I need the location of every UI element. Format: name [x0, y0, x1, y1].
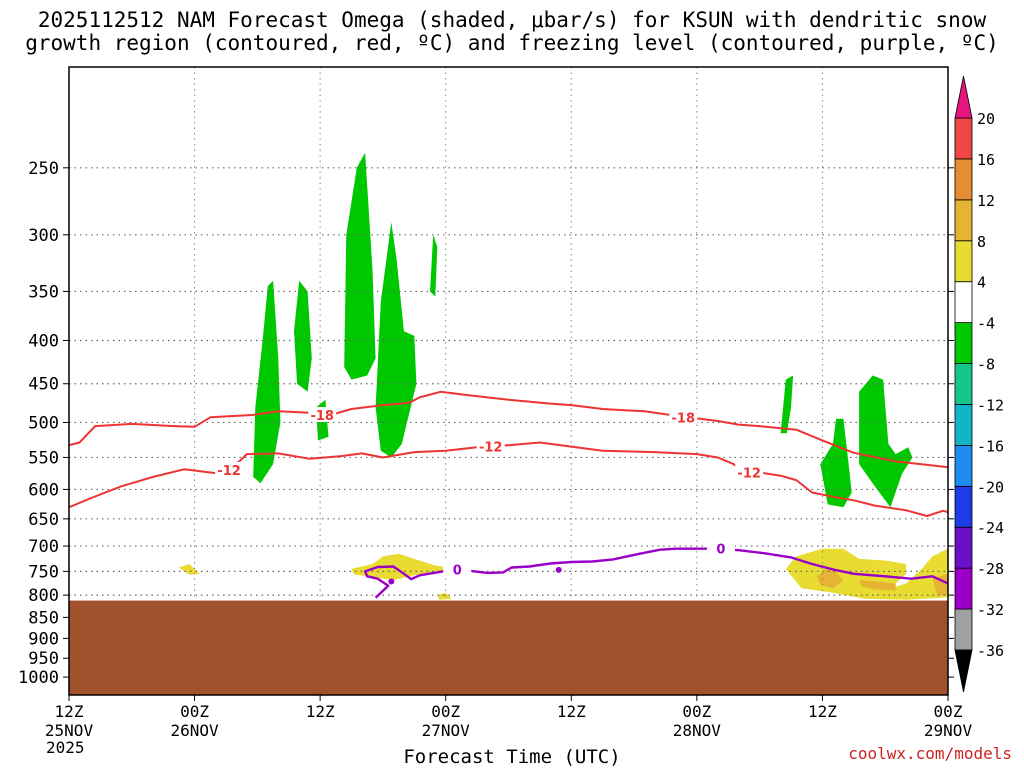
freezing-level-contour: [363, 547, 948, 599]
colorbar-box-11: [954, 158, 973, 201]
y-tick-label-700: 700: [28, 537, 59, 557]
colorbar-box-4: [954, 444, 973, 487]
contour-label-m18-a-bg: [308, 407, 337, 423]
colorbar-box-7: [954, 322, 973, 364]
y-tick-label-250: 250: [28, 159, 59, 179]
x-date-label-12: 26NOV: [170, 721, 219, 740]
y-tick-label-350: 350: [28, 282, 59, 302]
terrain-fill: [69, 600, 948, 695]
y-tick-label-300: 300: [28, 226, 59, 246]
x-tick-label-0: 12Z: [55, 702, 84, 721]
contour-label-freezing-b: 0: [716, 543, 725, 558]
y-tick-label-450: 450: [28, 375, 59, 395]
contour-label-m12-c-bg: [735, 464, 764, 480]
omega-region-7: [820, 418, 852, 508]
x-axis-title: Forecast Time (UTC): [403, 746, 621, 768]
colorbar-box-8: [954, 281, 973, 324]
omega-region-14: [859, 580, 896, 591]
colorbar-box-5: [954, 404, 973, 446]
contour-label-m12-b: -12: [479, 441, 503, 456]
y-tick-label-850: 850: [28, 608, 59, 628]
omega-region-9: [178, 564, 200, 575]
colorbar-label-7: -8: [977, 356, 995, 374]
x-axis-year-label: 2025: [46, 738, 85, 757]
x-date-label-0: 25NOV: [45, 721, 94, 740]
colorbar-label-2: -28: [977, 560, 1004, 578]
colorbar-box-9: [954, 240, 973, 283]
y-tick-label-1000: 1000: [18, 668, 59, 688]
colorbar-label-5: -16: [977, 437, 1004, 455]
colorbar-label-11: 12: [977, 192, 995, 210]
x-date-label-60: 28NOV: [673, 721, 722, 740]
colorbar-label-8: -4: [977, 315, 995, 333]
y-tick-label-650: 650: [28, 510, 59, 530]
y-tick-label-400: 400: [28, 331, 59, 351]
contour-label-m18-a: -18: [310, 409, 334, 424]
chart-title-line-1: 2025112512 NAM Forecast Omega (shaded, μ…: [37, 8, 987, 32]
colorbar-arrow-low: [954, 649, 973, 693]
omega-region-13: [817, 567, 844, 589]
x-tick-label-12: 00Z: [180, 702, 209, 721]
colorbar-label-12: 16: [977, 151, 995, 169]
colorbar-label-3: -24: [977, 519, 1004, 537]
x-tick-label-48: 12Z: [557, 702, 586, 721]
plot-frame: [68, 66, 949, 696]
colorbar-box-1: [954, 567, 973, 610]
colorbar-label-13: 20: [977, 110, 995, 128]
omega-region-4: [375, 222, 417, 458]
contour-label-m12-c: -12: [737, 467, 761, 482]
x-tick-label-84: 00Z: [934, 702, 963, 721]
y-tick-label-900: 900: [28, 629, 59, 649]
source-credit: coolwx.com/models: [848, 744, 1012, 763]
x-tick-label-60: 00Z: [682, 702, 711, 721]
y-tick-label-600: 600: [28, 480, 59, 500]
contour-label-m18-b: -18: [672, 411, 696, 426]
colorbar-box-12: [954, 117, 973, 160]
colorbar-label-4: -20: [977, 478, 1004, 496]
y-tick-label-500: 500: [28, 413, 59, 433]
colorbar-box-3: [954, 485, 973, 528]
y-tick-label-950: 950: [28, 649, 59, 669]
omega-region-8: [859, 375, 913, 508]
freezing-level-dot-0: [388, 578, 395, 585]
colorbar-label-0: -36: [977, 642, 1004, 660]
omega-region-3: [344, 152, 376, 380]
colorbar-box-6: [954, 363, 973, 405]
colorbar-label-6: -12: [977, 396, 1004, 414]
y-tick-label-750: 750: [28, 562, 59, 582]
freezing-level-dot-1: [555, 566, 562, 573]
contour-label-m12-a-bg: [215, 461, 244, 477]
contour-label-m12-b-bg: [476, 438, 505, 454]
x-date-label-36: 27NOV: [422, 721, 471, 740]
omega-region-5: [430, 234, 438, 297]
omega-region-10: [351, 553, 457, 581]
colorbar-label-9: 4: [977, 274, 986, 292]
contour-label-freezing-a: 0: [453, 563, 462, 578]
colorbar-label-1: -32: [977, 601, 1004, 619]
y-tick-label-550: 550: [28, 448, 59, 468]
colorbar-box-2: [954, 526, 973, 569]
x-tick-label-36: 00Z: [431, 702, 460, 721]
y-tick-label-800: 800: [28, 586, 59, 606]
omega-region-1: [294, 280, 312, 392]
contour-label-m12-a: -12: [217, 464, 241, 479]
temperature-contour--18: [69, 390, 948, 469]
plot-layer: -18 -18 -12 -12 -12 0 0: [69, 67, 948, 695]
colorbar-arrow-high: [954, 75, 973, 119]
chart-title-line-2: growth region (contoured, red, ºC) and f…: [25, 31, 999, 55]
contour-label-m18-b-bg: [669, 409, 698, 425]
colorbar-box-10: [954, 199, 973, 242]
omega-region-0: [253, 280, 281, 484]
plot-background: [69, 67, 948, 695]
x-tick-label-24: 12Z: [306, 702, 335, 721]
x-date-label-84: 29NOV: [924, 721, 973, 740]
colorbar-box-0: [954, 608, 973, 651]
contour-label-freezing-a-bg: [443, 561, 472, 577]
contour-label-freezing-b-bg: [706, 540, 735, 556]
omega-region-11: [437, 592, 452, 600]
x-tick-label-72: 12Z: [808, 702, 837, 721]
omega-region-6: [780, 375, 794, 434]
colorbar-label-10: 8: [977, 233, 986, 251]
